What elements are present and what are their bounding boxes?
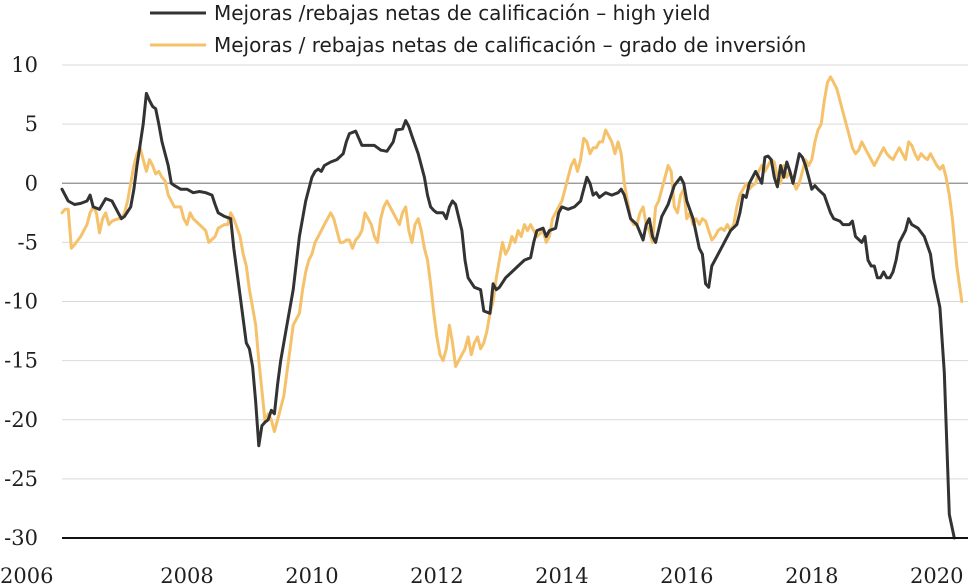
x-tick-label: 2020 — [910, 564, 963, 588]
y-axis-tick-labels: 10 5 0 -5 -10 -15 -20 -25 -30 — [4, 53, 38, 550]
y-tick-label: 0 — [25, 171, 38, 195]
y-tick-label: 5 — [25, 112, 38, 136]
series-line-grado-inversion — [60, 75, 964, 434]
x-axis-tick-labels: 2006 2008 2010 2012 2014 2016 2018 2020 — [0, 564, 963, 588]
y-tick-label: 10 — [11, 53, 38, 77]
y-tick-label: -15 — [4, 349, 38, 373]
series-line-high-yield — [60, 91, 956, 540]
x-tick-label: 2014 — [535, 564, 588, 588]
y-tick-label: -20 — [4, 408, 38, 432]
legend-label-high-yield: Mejoras /rebajas netas de calificación –… — [214, 1, 711, 25]
x-tick-label: 2012 — [410, 564, 463, 588]
x-tick-label: 2016 — [660, 564, 713, 588]
y-tick-label: -5 — [18, 230, 38, 254]
legend: Mejoras /rebajas netas de calificación –… — [150, 1, 806, 57]
x-tick-label: 2010 — [285, 564, 338, 588]
x-tick-label: 2006 — [0, 564, 53, 588]
x-tick-label: 2008 — [160, 564, 213, 588]
y-tick-label: -30 — [4, 526, 38, 550]
legend-item-high-yield: Mejoras /rebajas netas de calificación –… — [150, 1, 711, 25]
gridlines — [62, 64, 968, 480]
legend-item-grado-inversion: Mejoras / rebajas netas de calificación … — [150, 33, 806, 57]
legend-label-grado-inversion: Mejoras / rebajas netas de calificación … — [214, 33, 806, 57]
x-tick-label: 2018 — [785, 564, 838, 588]
series-lines — [60, 75, 964, 540]
y-tick-label: -25 — [4, 467, 38, 491]
y-tick-label: -10 — [4, 290, 38, 314]
